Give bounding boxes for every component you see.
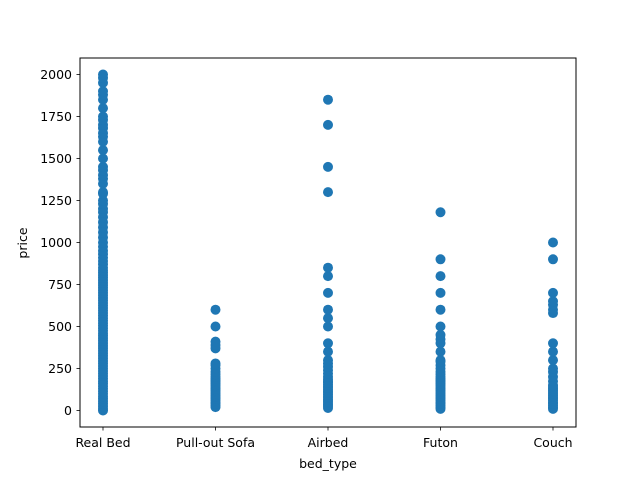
data-point [323, 271, 333, 282]
data-point [435, 207, 446, 218]
data-point [548, 355, 558, 366]
data-point [98, 111, 108, 122]
data-point [548, 346, 558, 357]
x-tick-label: Couch [533, 435, 572, 450]
data-point [98, 103, 108, 114]
data-point [98, 153, 108, 164]
data-point [210, 336, 221, 347]
x-axis-ticks: Real Bed Pull-out Sofa Airbed Futon Couch [75, 427, 573, 450]
data-point [435, 329, 446, 340]
data-point [323, 321, 333, 332]
data-point [548, 237, 558, 248]
data-point [435, 355, 446, 366]
data-point [323, 355, 333, 366]
data-point [323, 262, 333, 273]
data-point [98, 187, 108, 198]
data-point [548, 363, 558, 374]
data-point [548, 254, 558, 265]
data-point [210, 358, 221, 369]
data-point [548, 338, 558, 349]
data-point [323, 304, 333, 315]
data-point [323, 346, 333, 357]
data-point [435, 287, 446, 298]
data-point [548, 287, 558, 298]
data-point [435, 254, 446, 265]
x-tick-label: Pull-out Sofa [176, 435, 255, 450]
y-tick-label: 1250 [40, 193, 72, 208]
y-tick-label: 750 [48, 277, 72, 292]
y-axis-ticks: 0 250 500 750 1000 1250 1500 1750 2000 [40, 67, 80, 418]
data-point [98, 161, 108, 172]
data-point [323, 187, 333, 198]
data-point [548, 296, 558, 307]
x-axis-label: bed_type [299, 456, 357, 471]
x-tick-label: Futon [423, 435, 458, 450]
y-tick-label: 1000 [40, 235, 72, 250]
data-point [98, 86, 108, 97]
data-point [323, 94, 333, 105]
data-point [323, 119, 333, 130]
data-point [323, 313, 333, 324]
y-axis-label: price [15, 227, 30, 258]
data-point [98, 69, 108, 80]
data-point [323, 338, 333, 349]
data-point [210, 321, 221, 332]
y-tick-label: 250 [48, 361, 72, 376]
plot-frame [79, 57, 577, 428]
data-point [210, 304, 221, 315]
data-point [435, 321, 446, 332]
y-tick-label: 2000 [40, 67, 72, 82]
x-tick-label: Airbed [308, 435, 349, 450]
data-points [98, 69, 558, 416]
y-tick-label: 1500 [40, 151, 72, 166]
x-tick-label: Real Bed [75, 435, 130, 450]
data-point [323, 287, 333, 298]
y-tick-label: 500 [48, 319, 72, 334]
y-tick-label: 1750 [40, 109, 72, 124]
data-point [435, 346, 446, 357]
data-point [435, 304, 446, 315]
y-tick-label: 0 [64, 403, 72, 418]
data-point [435, 271, 446, 282]
data-point [98, 145, 108, 156]
data-point [323, 161, 333, 172]
